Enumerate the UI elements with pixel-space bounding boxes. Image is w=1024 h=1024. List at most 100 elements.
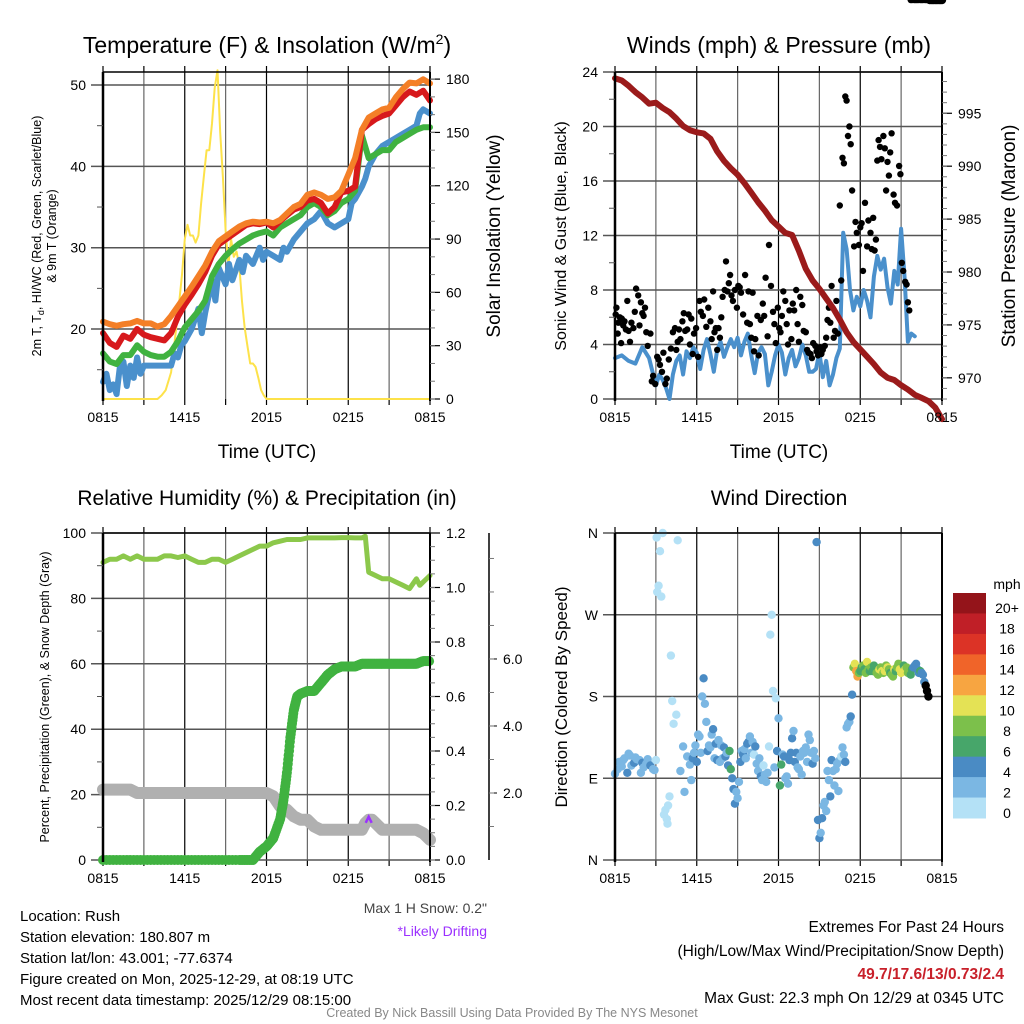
y-tick-label: 24 <box>582 64 598 80</box>
direction-point <box>839 750 849 759</box>
direction-point <box>617 762 626 771</box>
gust-point <box>793 286 800 294</box>
direction-point <box>826 792 835 801</box>
extremes-title: Extremes For Past 24 Hours <box>808 919 1004 936</box>
colorbar-bin <box>953 695 986 717</box>
direction-point <box>764 742 774 751</box>
gust-point <box>625 327 632 335</box>
humidity-grid <box>91 527 431 866</box>
y-tick-label: 0 <box>590 391 598 407</box>
gust-point <box>750 348 758 355</box>
gust-point <box>846 123 853 130</box>
direction-point <box>841 757 850 767</box>
wind-panel: Winds (mph) & Pressure (mb) 0815 1415 2015… <box>553 0 1020 463</box>
direction-point <box>809 746 819 756</box>
x-tick-label: 2015 <box>763 409 794 425</box>
wind-direction-title: Wind Direction <box>711 487 848 510</box>
gust-point <box>725 280 732 287</box>
direction-point <box>733 794 742 803</box>
gust-point <box>859 267 867 275</box>
gust-point <box>855 241 863 249</box>
gust-point <box>703 323 710 330</box>
colorbar-label: 0 <box>1003 805 1011 821</box>
direction-point <box>696 748 705 757</box>
gust-point <box>791 307 798 314</box>
right-tick-label: 985 <box>958 211 982 227</box>
gust-point <box>887 149 894 156</box>
colorbar-bin <box>953 736 986 758</box>
gust-point <box>797 293 804 300</box>
gust-point <box>788 335 795 343</box>
max-gust: Max Gust: 22.3 mph On 12/29 at 0345 UTC <box>704 989 1004 1007</box>
right-tick-label: 60 <box>446 284 462 300</box>
gust-point <box>765 241 773 249</box>
direction-point <box>685 760 695 769</box>
direction-point <box>763 768 772 777</box>
gust-point <box>838 277 845 284</box>
y-tick-label: 60 <box>70 656 86 672</box>
snow-tick-label: 4.0 <box>503 718 523 734</box>
direction-point <box>650 765 659 775</box>
direction-point <box>741 754 750 763</box>
station-location: Location: Rush <box>20 908 121 925</box>
y-tick-label: 16 <box>582 173 598 189</box>
right-tick-label: 0.8 <box>446 634 466 650</box>
gust-point <box>821 342 828 350</box>
colorbar-bin <box>953 654 986 676</box>
gust-point <box>684 326 691 333</box>
direction-point <box>774 714 783 723</box>
y-tick-label: 30 <box>70 240 86 256</box>
y-tick-label: 0 <box>78 852 86 868</box>
gust-point <box>771 320 778 328</box>
direction-point <box>708 725 718 734</box>
colorbar-label: 14 <box>999 662 1015 678</box>
colorbar-label: 16 <box>999 641 1015 657</box>
gust-point <box>636 322 643 329</box>
gust-point <box>640 312 647 320</box>
gust-point <box>843 97 850 104</box>
right-tick-label: 0.0 <box>446 852 466 868</box>
x-tick-label: 0815 <box>87 409 118 425</box>
y-tick-label: 40 <box>70 158 86 174</box>
direction-point <box>651 755 661 765</box>
gust-point <box>649 372 657 379</box>
max-snow-annotation: Max 1 H Snow: 0.2" <box>364 900 487 916</box>
direction-point <box>817 814 827 823</box>
gust-point <box>870 214 877 221</box>
gust-point <box>871 247 878 254</box>
direction-point <box>824 775 834 785</box>
direction-point <box>770 763 779 772</box>
gust-point <box>679 318 686 325</box>
x-tick-label: 0215 <box>333 409 364 425</box>
wind-axes: 0815 1415 2015 0215 081504812162024970975980… <box>582 64 981 425</box>
direction-point <box>759 761 768 770</box>
direction-point <box>695 732 704 741</box>
drifting-annotation: *Likely Drifting <box>398 923 487 939</box>
gust-point <box>755 352 762 359</box>
gust-point <box>847 141 854 148</box>
direction-point <box>805 735 814 745</box>
gust-point <box>898 259 905 266</box>
direction-point <box>654 581 663 590</box>
right-tick-label: 0.4 <box>446 743 466 759</box>
gust-point <box>707 318 714 325</box>
direction-point <box>797 770 806 779</box>
temperature-ylabel-right: Solar Insolation (Yellow) <box>484 134 505 337</box>
direction-point <box>834 786 843 796</box>
x-tick-label: 0815 <box>414 409 445 425</box>
x-tick-label: 2015 <box>251 870 282 886</box>
station-info: Location: Rush Station elevation: 180.80… <box>20 906 354 1011</box>
drifting-marker <box>364 813 373 824</box>
colorbar-label: 12 <box>999 682 1015 698</box>
svg-text:& 9m T (Orange): & 9m T (Orange) <box>45 189 59 282</box>
gust-point <box>736 284 743 291</box>
gust-point <box>641 304 649 311</box>
colorbar-label: 20+ <box>995 600 1019 616</box>
latest-timestamp: Most recent data timestamp: 2025/12/29 0… <box>20 992 352 1009</box>
colorbar-bin <box>953 797 986 819</box>
series-sonic-wind <box>613 226 917 401</box>
x-tick-label: 1415 <box>681 870 712 886</box>
direction-point <box>655 547 665 556</box>
x-tick-label: 1415 <box>169 870 200 886</box>
gust-point <box>752 335 759 343</box>
